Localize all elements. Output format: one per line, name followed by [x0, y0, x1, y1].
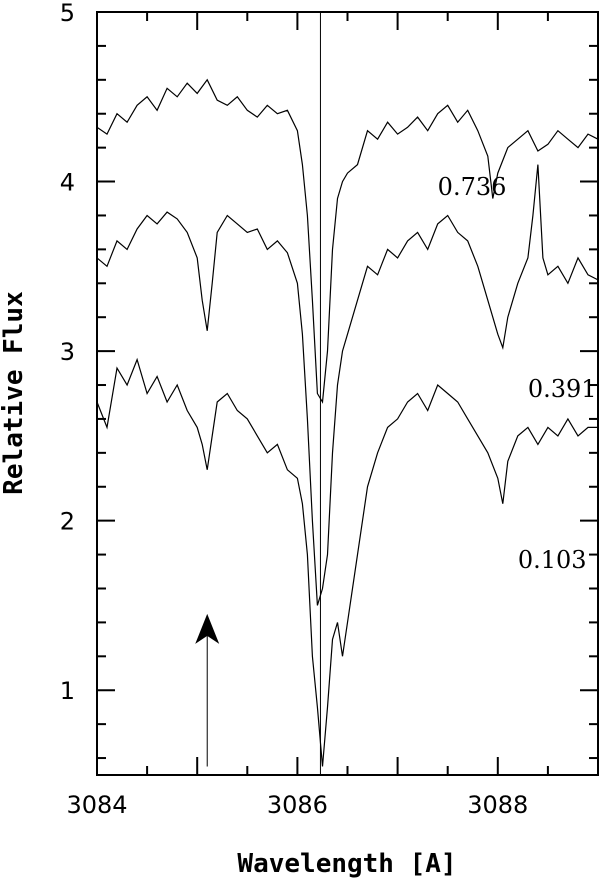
phase-label: 0.391	[528, 375, 597, 403]
x-tick-label: 3088	[467, 791, 528, 819]
arrow-marker	[195, 613, 220, 767]
x-axis-label: Wavelength [A]	[237, 849, 456, 879]
arrow-head	[195, 613, 220, 644]
phase-label: 0.103	[518, 546, 587, 574]
spectrum-line-3	[96, 357, 598, 767]
spectrum-line-2	[96, 164, 599, 606]
tick-labels: 3084 3086 3088 1 2 3 4 5	[60, 0, 529, 819]
x-tick-label: 3084	[66, 791, 127, 819]
y-tick-label: 1	[60, 677, 75, 705]
y-tick-label: 5	[60, 0, 75, 27]
x-tick-label: 3086	[267, 791, 328, 819]
phase-annotations: 0.736 0.391 0.103	[438, 173, 597, 574]
y-tick-label: 2	[60, 508, 75, 536]
y-tick-label: 3	[60, 338, 75, 366]
spectrum-series	[96, 78, 599, 767]
y-tick-label: 4	[60, 169, 75, 197]
y-axis-label: Relative Flux	[0, 291, 29, 495]
axis-ticks	[96, 11, 599, 775]
spectrum-line-1	[96, 78, 599, 404]
phase-label: 0.736	[438, 173, 507, 201]
